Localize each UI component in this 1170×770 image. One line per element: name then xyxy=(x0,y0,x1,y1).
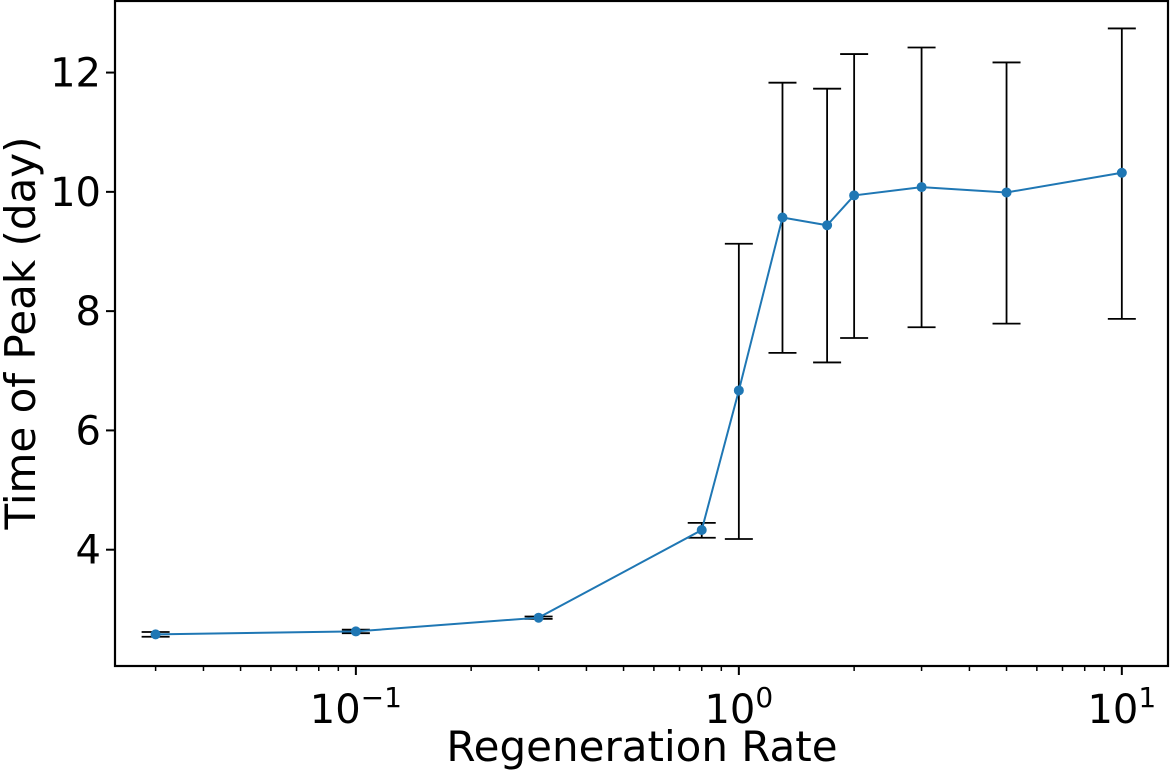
y-axis-ticks: 4 6 8 10 12 xyxy=(50,51,115,574)
data-point xyxy=(533,612,544,623)
x-tick-label: 10−1 xyxy=(310,681,402,733)
x-axis-label: Regeneration Rate xyxy=(446,722,837,770)
data-point xyxy=(777,212,788,223)
data-point xyxy=(733,385,744,396)
data-point xyxy=(849,190,860,201)
y-tick-label: 10 xyxy=(50,170,101,216)
y-tick-label: 4 xyxy=(76,528,101,574)
data-points xyxy=(150,167,1127,640)
data-point xyxy=(696,525,707,536)
data-point xyxy=(1116,167,1127,178)
y-tick-label: 6 xyxy=(76,408,101,454)
y-tick-label: 12 xyxy=(50,51,101,97)
y-tick-label: 8 xyxy=(76,289,101,335)
x-tick-label: 101 xyxy=(1087,681,1156,733)
plot-area xyxy=(113,0,1170,668)
data-point xyxy=(1001,187,1012,198)
data-point xyxy=(822,220,833,231)
y-axis-label: Time of Peak (day) xyxy=(0,136,45,530)
data-point xyxy=(916,182,927,193)
x-tick-label: 100 xyxy=(704,681,773,733)
x-axis-ticks: 10−1 100 101 xyxy=(154,666,1156,733)
data-point xyxy=(350,626,361,637)
data-point xyxy=(150,629,161,640)
